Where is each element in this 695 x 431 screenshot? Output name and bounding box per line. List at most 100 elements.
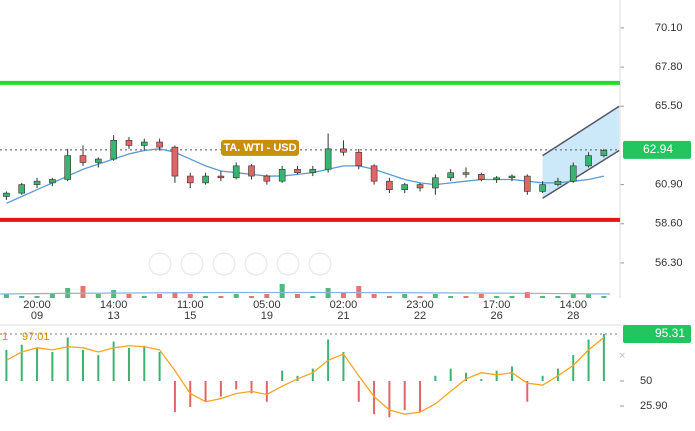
x-tick-time: 05:00 bbox=[253, 299, 281, 311]
volume-ma bbox=[0, 291, 611, 295]
candle-body bbox=[554, 180, 562, 185]
candle-body bbox=[401, 184, 409, 190]
x-tick-day: 15 bbox=[184, 310, 196, 322]
candle-body bbox=[585, 155, 592, 167]
candle-body bbox=[156, 141, 163, 148]
volume-bar bbox=[570, 294, 576, 298]
x-tick-day: 26 bbox=[491, 310, 503, 322]
osc-last-tag bbox=[623, 325, 691, 344]
y-tick-label: 60.90 bbox=[655, 178, 683, 190]
x-tick-day: 09 bbox=[31, 310, 43, 322]
x-tick-day: 13 bbox=[108, 310, 120, 322]
volume-bar bbox=[279, 284, 285, 298]
channel-fill bbox=[542, 106, 620, 199]
x-tick-time: 02:00 bbox=[330, 299, 358, 311]
candle-body bbox=[79, 155, 87, 163]
x-tick-time: 14:00 bbox=[100, 299, 128, 311]
volume-bar bbox=[126, 294, 132, 298]
candle-body bbox=[508, 175, 516, 179]
instrument-tag bbox=[221, 139, 299, 156]
osc-tick-label: 25.90 bbox=[640, 400, 668, 412]
x-tick-time: 17:00 bbox=[483, 299, 511, 311]
nav-button[interactable] bbox=[308, 252, 332, 276]
volume-bar bbox=[111, 290, 117, 298]
candle-body bbox=[49, 179, 56, 184]
volume-bar bbox=[340, 292, 346, 298]
volume-bar bbox=[34, 296, 40, 298]
candle-body bbox=[523, 175, 531, 192]
osc-tick-label: 50 bbox=[640, 375, 652, 387]
candle-body bbox=[416, 184, 424, 189]
volume-bar bbox=[386, 296, 392, 298]
volume-bar bbox=[524, 292, 530, 298]
candle-body bbox=[95, 158, 102, 163]
moving-average bbox=[6, 148, 605, 204]
candle-body bbox=[324, 148, 332, 170]
candle-body bbox=[432, 177, 439, 189]
nav-buttons[interactable] bbox=[148, 252, 332, 276]
volume-bar bbox=[509, 296, 515, 298]
volume-bar bbox=[233, 294, 239, 298]
volume-bar bbox=[448, 296, 454, 298]
nav-button[interactable] bbox=[212, 252, 236, 276]
candle-body bbox=[462, 172, 470, 175]
volume-bar bbox=[417, 296, 423, 298]
volume-bar bbox=[264, 294, 270, 298]
x-tick-time: 11:00 bbox=[177, 299, 204, 311]
volume-bar bbox=[187, 294, 193, 298]
volume-bar bbox=[310, 296, 316, 298]
candle-body bbox=[33, 180, 41, 185]
candle-body bbox=[140, 141, 148, 146]
candle-body bbox=[478, 174, 485, 180]
volume-bar bbox=[432, 294, 438, 298]
candle-body bbox=[110, 140, 117, 160]
volume-bar bbox=[141, 296, 147, 298]
volume-bar bbox=[463, 296, 469, 298]
volume-bar bbox=[80, 286, 86, 298]
candle-body bbox=[370, 165, 378, 182]
candle-body bbox=[202, 175, 209, 184]
candle-body bbox=[232, 165, 240, 179]
volume-bar bbox=[172, 292, 178, 298]
candle-body bbox=[263, 175, 271, 182]
x-tick-time: 23:00 bbox=[406, 299, 434, 311]
candle-body bbox=[539, 184, 546, 192]
candle-body bbox=[569, 165, 577, 182]
candle-body bbox=[186, 175, 194, 184]
volume-bar bbox=[540, 296, 546, 298]
volume-bar bbox=[371, 294, 377, 298]
volume-bar bbox=[494, 296, 500, 298]
osc-last-label: 95.31 bbox=[655, 326, 685, 340]
last-price-tag bbox=[623, 140, 691, 159]
candle-body bbox=[125, 140, 133, 146]
y-tick-label: 56.30 bbox=[655, 257, 683, 269]
volume-bar bbox=[402, 294, 408, 298]
nav-button[interactable] bbox=[276, 252, 300, 276]
candle-body bbox=[3, 192, 10, 197]
volume-bar bbox=[218, 296, 224, 298]
volume-bar bbox=[3, 294, 9, 298]
nav-button[interactable] bbox=[244, 252, 268, 276]
instrument-label: TA. WTI - USD bbox=[223, 142, 296, 154]
volume-bar bbox=[157, 294, 163, 298]
candle-body bbox=[171, 146, 179, 177]
candle-body bbox=[600, 150, 608, 156]
candle-body bbox=[294, 168, 301, 173]
x-tick-day: 22 bbox=[414, 310, 426, 322]
candle-body bbox=[493, 177, 500, 180]
candle-body bbox=[64, 155, 71, 180]
volume-bar bbox=[203, 296, 209, 298]
close-icon[interactable]: × bbox=[619, 350, 625, 362]
candle-body bbox=[278, 168, 286, 182]
candle-body bbox=[18, 184, 26, 194]
volume-bar bbox=[294, 294, 300, 298]
x-tick-time: 14:00 bbox=[559, 299, 587, 311]
volume-bar bbox=[249, 296, 255, 298]
osc-header-period: 1 bbox=[2, 331, 8, 343]
nav-button[interactable] bbox=[180, 252, 204, 276]
candle-body bbox=[355, 151, 363, 167]
nav-button[interactable] bbox=[148, 252, 172, 276]
y-tick-label: 67.80 bbox=[655, 61, 683, 73]
